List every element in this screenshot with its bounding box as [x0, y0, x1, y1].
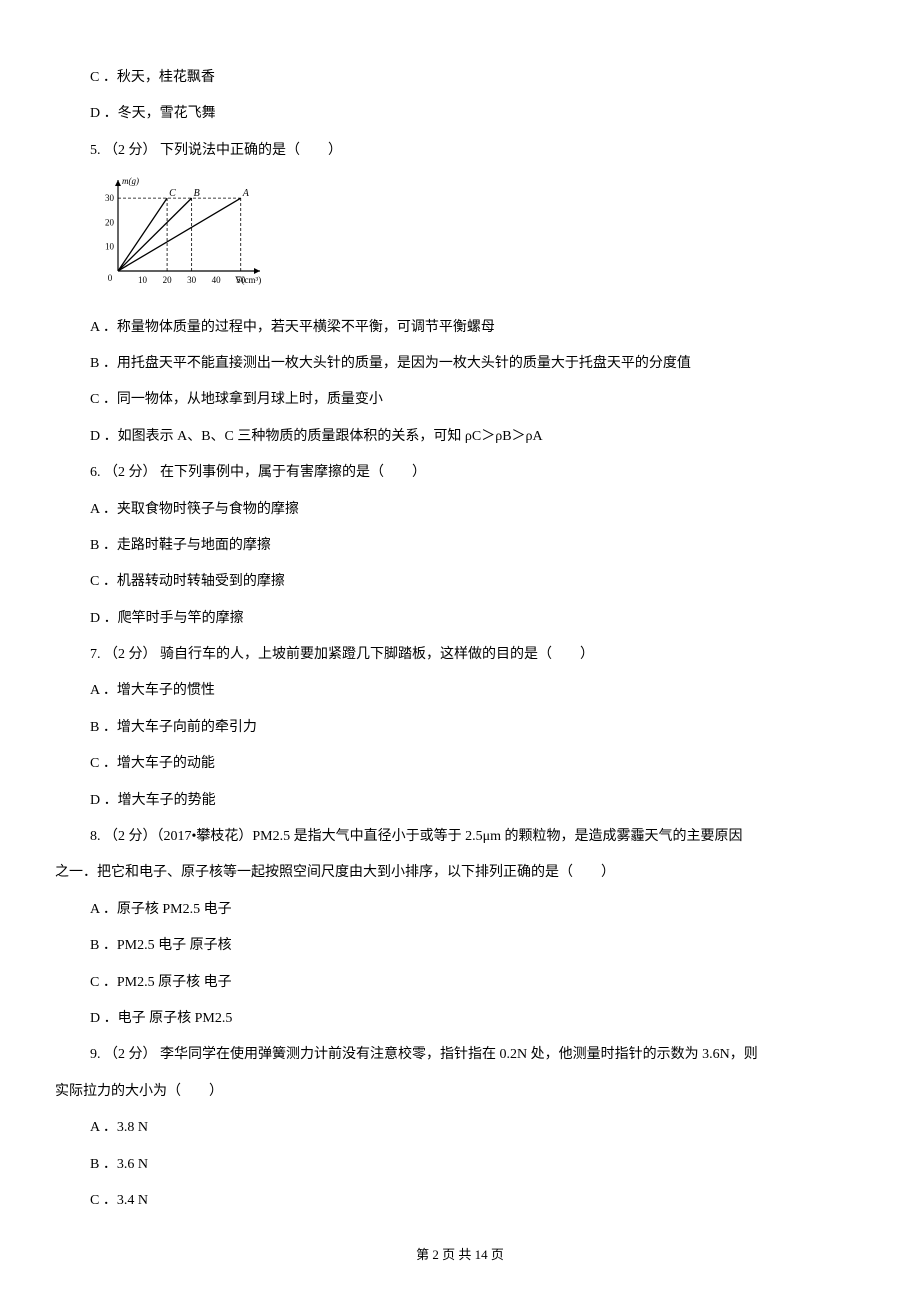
mass-volume-chart: m(g)V(cm³)01020304050102030CBA [90, 174, 265, 289]
option-c-q8: C ．PM2.5 原子核 电子 [55, 965, 865, 1001]
svg-text:20: 20 [105, 218, 115, 228]
svg-text:30: 30 [105, 193, 115, 203]
option-c-q7: C ．增大车子的动能 [55, 746, 865, 782]
question-7: 7. （2 分） 骑自行车的人，上坡前要加紧蹬几下脚踏板，这样做的目的是（ ） [55, 637, 865, 673]
option-a-q6: A ．夹取食物时筷子与食物的摩擦 [55, 492, 865, 528]
question-9-cont: 实际拉力的大小为（ ） [55, 1074, 865, 1110]
chart-figure: m(g)V(cm³)01020304050102030CBA [90, 174, 865, 304]
svg-text:0: 0 [108, 273, 113, 283]
question-5: 5. （2 分） 下列说法中正确的是（ ） [55, 133, 865, 169]
svg-text:40: 40 [212, 275, 222, 285]
option-b-q8: B ．PM2.5 电子 原子核 [55, 928, 865, 964]
svg-text:C: C [169, 188, 176, 199]
question-9: 9. （2 分） 李华同学在使用弹簧测力计前没有注意校零，指针指在 0.2N 处… [55, 1037, 865, 1073]
svg-text:30: 30 [187, 275, 197, 285]
option-b-q6: B ．走路时鞋子与地面的摩擦 [55, 528, 865, 564]
option-a-q9: A ．3.8 N [55, 1110, 865, 1146]
option-c-q9: C ．3.4 N [55, 1183, 865, 1219]
option-a-q8: A ．原子核 PM2.5 电子 [55, 892, 865, 928]
option-d-q4: D ．冬天，雪花飞舞 [55, 96, 865, 132]
option-a-q7: A ．增大车子的惯性 [55, 673, 865, 709]
option-c-q5: C ．同一物体，从地球拿到月球上时，质量变小 [55, 382, 865, 418]
option-d-q6: D ．爬竿时手与竿的摩擦 [55, 601, 865, 637]
option-b-q9: B ．3.6 N [55, 1147, 865, 1183]
svg-text:50: 50 [236, 275, 246, 285]
option-b-q7: B ．增大车子向前的牵引力 [55, 710, 865, 746]
svg-text:20: 20 [163, 275, 173, 285]
question-8: 8. （2 分）（2017•攀枝花）PM2.5 是指大气中直径小于或等于 2.5… [55, 819, 865, 855]
svg-text:B: B [194, 188, 200, 199]
option-a-q5: A ．称量物体质量的过程中，若天平横梁不平衡，可调节平衡螺母 [55, 310, 865, 346]
option-d-q5: D ．如图表示 A、B、C 三种物质的质量跟体积的关系，可知 ρC＞ρB＞ρA [55, 419, 865, 455]
option-c-q6: C ．机器转动时转轴受到的摩擦 [55, 564, 865, 600]
svg-text:m(g): m(g) [122, 176, 139, 186]
page-footer: 第 2 页 共 14 页 [0, 1238, 920, 1272]
svg-text:A: A [242, 188, 250, 199]
svg-text:10: 10 [138, 275, 148, 285]
option-c-q4: C ．秋天，桂花飘香 [55, 60, 865, 96]
option-b-q5: B ．用托盘天平不能直接测出一枚大头针的质量，是因为一枚大头针的质量大于托盘天平… [55, 346, 865, 382]
option-d-q7: D ．增大车子的势能 [55, 783, 865, 819]
option-d-q8: D ．电子 原子核 PM2.5 [55, 1001, 865, 1037]
question-6: 6. （2 分） 在下列事例中，属于有害摩擦的是（ ） [55, 455, 865, 491]
question-8-cont: 之一．把它和电子、原子核等一起按照空间尺度由大到小排序，以下排列正确的是（ ） [55, 855, 865, 891]
svg-text:10: 10 [105, 242, 115, 252]
